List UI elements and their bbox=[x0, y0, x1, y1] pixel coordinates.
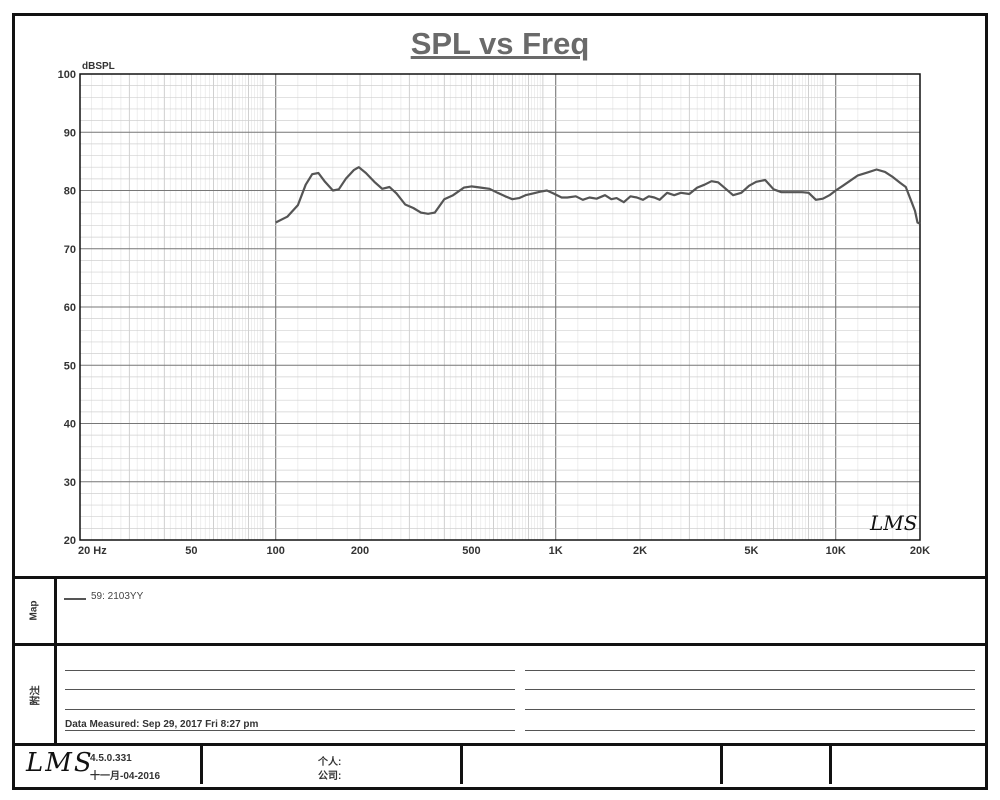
map-section-divider bbox=[12, 643, 988, 646]
notes-section-divider bbox=[12, 743, 988, 746]
legend-entry: 59: 2103YY bbox=[91, 591, 144, 602]
y-tick-label: 50 bbox=[64, 360, 76, 372]
footer-divider-1 bbox=[200, 746, 203, 784]
lms-watermark: LMS bbox=[869, 511, 917, 535]
x-tick-label: 20 Hz bbox=[78, 545, 107, 557]
x-tick-label: 2K bbox=[633, 545, 647, 557]
x-tick-label: 1K bbox=[549, 545, 563, 557]
data-measured-text: Data Measured: Sep 29, 2017 Fri 8:27 pm bbox=[65, 719, 259, 730]
chart-section-divider bbox=[12, 576, 988, 579]
plot-area-border bbox=[79, 73, 921, 541]
y-tick-label: 90 bbox=[64, 127, 76, 139]
notes-section-label: 附注 bbox=[30, 685, 42, 706]
note-line bbox=[525, 730, 975, 731]
lms-logo: LMS bbox=[26, 748, 94, 778]
y-tick-label: 20 bbox=[64, 535, 76, 547]
section-label-divider bbox=[54, 579, 57, 744]
x-axis-ticks: 20 Hz 50 100 200 500 1K 2K 5K 10K 20K bbox=[78, 545, 930, 557]
y-tick-label: 60 bbox=[64, 302, 76, 314]
y-tick-label: 100 bbox=[58, 69, 76, 81]
note-line bbox=[65, 689, 515, 690]
chart-grid bbox=[79, 73, 921, 541]
y-tick-label: 40 bbox=[64, 419, 76, 431]
footer-divider-2 bbox=[460, 746, 463, 784]
software-date: 十一月-04-2016 bbox=[90, 771, 161, 782]
note-line bbox=[525, 670, 975, 671]
legend-swatch bbox=[64, 598, 86, 600]
software-version: 4.5.0.331 bbox=[90, 753, 132, 764]
spl-curve bbox=[275, 166, 921, 225]
footer-divider-3 bbox=[720, 746, 723, 784]
person-label: 个人: bbox=[318, 757, 342, 768]
y-axis-ticks: 20 30 40 50 60 70 80 90 100 bbox=[58, 69, 76, 547]
report-frame bbox=[12, 13, 988, 790]
note-line bbox=[65, 670, 515, 671]
spl-frequency-chart: 20 Hz 50 100 200 500 1K 2K 5K 10K 20K 20 30 40 50 60 7… bbox=[58, 61, 931, 557]
y-tick-label: 70 bbox=[64, 244, 76, 256]
y-axis-label: dBSPL bbox=[82, 61, 115, 72]
chart-title: SPL vs Freq bbox=[410, 26, 590, 61]
x-tick-label: 10K bbox=[826, 545, 846, 557]
y-tick-label: 30 bbox=[64, 477, 76, 489]
x-tick-label: 100 bbox=[267, 545, 285, 557]
x-tick-label: 50 bbox=[185, 545, 197, 557]
x-tick-label: 20K bbox=[910, 545, 930, 557]
note-line bbox=[65, 709, 515, 710]
x-tick-label: 200 bbox=[351, 545, 369, 557]
y-tick-label: 80 bbox=[64, 186, 76, 198]
footer-divider-4 bbox=[829, 746, 832, 784]
note-line bbox=[525, 689, 975, 690]
note-line bbox=[65, 730, 515, 731]
x-tick-label: 500 bbox=[462, 545, 480, 557]
x-tick-label: 5K bbox=[744, 545, 758, 557]
company-label: 公司: bbox=[318, 771, 342, 782]
map-section-label: Map bbox=[28, 600, 40, 621]
note-line bbox=[525, 709, 975, 710]
